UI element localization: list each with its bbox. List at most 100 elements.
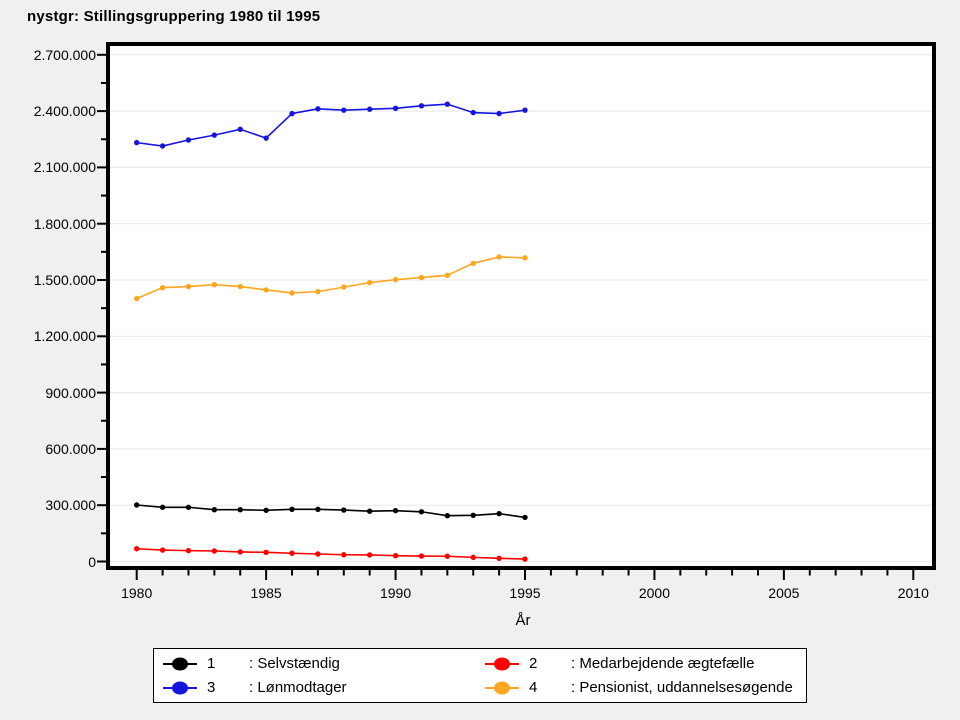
data-point-series-4 — [237, 283, 243, 290]
series-line-3 — [136, 103, 526, 147]
data-point-series-4 — [418, 274, 425, 281]
series-line-1 — [136, 504, 526, 519]
data-point-series-4 — [289, 290, 295, 296]
legend-series-label: : Pensionist, uddannelsesøgende — [571, 679, 793, 696]
data-point-series-3 — [315, 106, 321, 112]
data-point-series-3 — [341, 107, 347, 113]
data-point-series-3 — [496, 110, 502, 117]
data-point-series-1 — [263, 507, 269, 513]
legend-item-pensionist-uddannelsesoegende: 4 : Pensionist, uddannelsesøgende — [485, 676, 806, 699]
x-axis-tick-label: 1995 — [509, 585, 541, 601]
data-point-series-3 — [418, 103, 425, 109]
series-line-2 — [136, 547, 526, 560]
data-point-series-1 — [366, 508, 373, 514]
chart-title: nystgr: Stillingsgruppering 1980 til 199… — [27, 8, 321, 25]
data-point-series-1 — [392, 507, 399, 514]
legend-series-label: : Lønmodtager — [249, 679, 347, 696]
data-point-series-1 — [444, 513, 451, 519]
data-point-series-1 — [289, 506, 295, 513]
data-point-series-4 — [470, 260, 476, 266]
data-point-series-3 — [289, 110, 295, 117]
data-point-series-2 — [496, 555, 502, 562]
data-point-series-4 — [496, 254, 502, 260]
data-point-series-1 — [470, 512, 476, 519]
y-axis-tick-label: 2.700.000 — [33, 46, 96, 63]
data-point-series-1 — [418, 509, 425, 515]
data-point-series-1 — [159, 504, 166, 510]
data-point-series-3 — [522, 107, 528, 113]
x-axis-tick-label: 1980 — [121, 585, 153, 601]
data-point-series-3 — [185, 137, 192, 143]
legend-marker-icon — [163, 657, 197, 670]
data-point-series-4 — [341, 284, 347, 290]
data-point-series-4 — [134, 295, 140, 302]
data-point-series-4 — [444, 272, 451, 279]
data-point-series-3 — [470, 109, 476, 116]
x-axis-tick-label: 2010 — [897, 585, 929, 601]
legend-marker-icon — [485, 681, 519, 694]
x-axis-tick-label: 2005 — [768, 585, 800, 601]
data-point-series-2 — [134, 546, 140, 552]
series-line-4 — [136, 256, 526, 300]
legend-series-number: 3 — [207, 679, 216, 696]
data-point-series-4 — [211, 281, 218, 288]
data-point-series-2 — [341, 552, 347, 558]
legend-series-number: 4 — [529, 679, 538, 696]
y-axis-tick-label: 2.100.000 — [33, 159, 96, 176]
y-axis-tick-label: 2.400.000 — [33, 103, 96, 120]
x-axis-tick-label: 1985 — [250, 585, 282, 601]
data-point-series-2 — [392, 552, 399, 559]
data-point-series-1 — [185, 504, 192, 510]
data-point-series-2 — [289, 550, 295, 556]
data-point-series-1 — [237, 507, 243, 513]
data-point-series-2 — [522, 556, 528, 562]
legend-series-number: 2 — [529, 655, 538, 672]
y-axis-tick-label: 300.000 — [45, 497, 96, 514]
legend-marker-icon — [485, 657, 519, 670]
data-point-series-3 — [159, 143, 166, 149]
data-point-series-4 — [315, 288, 321, 295]
data-point-series-4 — [522, 255, 528, 261]
data-point-series-1 — [496, 510, 502, 517]
x-axis-tick-label: 1990 — [379, 585, 412, 601]
data-point-series-1 — [522, 514, 528, 521]
data-point-series-2 — [211, 548, 218, 554]
y-axis-tick-label: 600.000 — [45, 440, 96, 457]
data-point-series-3 — [392, 105, 399, 111]
data-point-series-1 — [341, 507, 347, 513]
data-point-series-1 — [134, 502, 140, 508]
data-point-series-2 — [263, 549, 269, 556]
legend: 1 : Selvstændig 2 : Medarbejdende ægtefæ… — [153, 648, 807, 703]
data-point-series-4 — [159, 284, 166, 291]
legend-series-label: : Medarbejdende ægtefælle — [571, 655, 755, 672]
y-axis-tick-label: 1.800.000 — [33, 215, 96, 232]
data-point-series-3 — [263, 135, 269, 141]
data-point-series-3 — [237, 126, 243, 133]
y-axis-tick-label: 0 — [88, 553, 96, 570]
y-axis-tick-label: 1.500.000 — [33, 272, 96, 288]
legend-item-medarbejdende-aegtefaelle: 2 : Medarbejdende ægtefælle — [485, 652, 806, 675]
x-axis-tick-label: 2000 — [638, 585, 671, 601]
y-axis-tick-label: 900.000 — [45, 384, 96, 401]
data-point-series-4 — [392, 276, 399, 283]
legend-item-selvstaendig: 1 : Selvstændig — [163, 652, 485, 675]
data-point-series-2 — [470, 554, 476, 561]
plot-background — [106, 42, 936, 570]
data-point-series-2 — [444, 553, 451, 559]
data-point-series-3 — [444, 101, 451, 107]
x-axis-title: År — [515, 612, 531, 629]
legend-marker-icon — [163, 681, 197, 694]
legend-item-loenmodtager: 3 : Lønmodtager — [163, 676, 485, 699]
data-point-series-3 — [366, 106, 373, 112]
data-point-series-1 — [211, 507, 218, 513]
data-point-series-2 — [315, 551, 321, 557]
legend-series-number: 1 — [207, 655, 216, 672]
data-point-series-4 — [366, 279, 373, 286]
data-point-series-2 — [185, 547, 192, 554]
data-point-series-2 — [366, 552, 373, 558]
data-point-series-2 — [418, 553, 425, 559]
data-point-series-3 — [134, 139, 140, 146]
data-point-series-4 — [263, 287, 269, 293]
